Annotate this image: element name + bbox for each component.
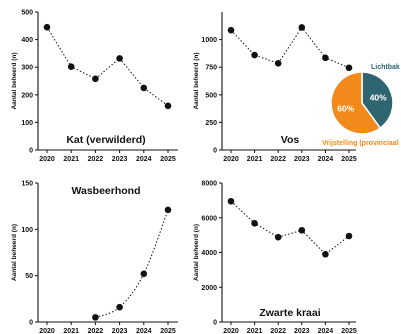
pie-slice-vrijstelling-provinciaal-value: 60%	[337, 103, 354, 113]
kat-series-line	[46, 26, 169, 107]
zwarte-kraai-data-point	[274, 233, 282, 241]
wasbeerhond-y-tick-label: 0	[29, 320, 33, 327]
kat-y-tick-label: 100	[21, 120, 33, 127]
pie-slice-vrijstelling-provinciaal	[330, 71, 382, 135]
vos-data-point	[298, 24, 306, 31]
wasbeerhond-data-point	[164, 206, 172, 214]
kat-data-point	[92, 75, 99, 83]
panel-wasbeerhond: 0 50 100 150 2020 2021 2022 2023 2024 2025 Aantal …	[11, 181, 178, 334]
kat-data-point	[67, 63, 75, 70]
zwarte-kraai-chart-title: Zwarte kraai	[259, 307, 320, 319]
vos-x-tick-label: 2022	[270, 156, 286, 163]
zwarte-kraai-x-tick-label: 2021	[247, 328, 263, 334]
kat-data-point	[116, 55, 123, 62]
wasbeerhond-x-tick-label: 2023	[112, 328, 128, 334]
vos-x-tick-label: 2020	[223, 156, 239, 163]
kat-y-tick-label: 500	[21, 10, 33, 17]
wasbeerhond-x-tick-label: 2022	[88, 328, 104, 334]
vos-series-line	[230, 26, 350, 69]
kat-x-tick-label: 2023	[112, 156, 128, 163]
wasbeerhond-data-point	[92, 314, 99, 321]
zwarte-kraai-data-point	[251, 220, 258, 227]
kat-x-tick-label: 2024	[136, 156, 152, 163]
zwarte-kraai-y-axis-label: Aantal beheerd (n)	[193, 224, 200, 281]
zwarte-kraai-data-point	[298, 226, 306, 234]
vos-y-tick-label: 500	[205, 92, 217, 99]
kat-y-tick-label: 0	[29, 148, 33, 155]
pie-chart: 40% 60% Lichtbak Vrijstelling (provinciaal	[322, 64, 400, 147]
wasbeerhond-y-tick-label: 100	[21, 227, 33, 234]
zwarte-kraai-x-tick-label: 2023	[294, 328, 310, 334]
vos-x-tick-label: 2023	[294, 156, 310, 163]
pie-label-lichtbak: Lichtbak	[371, 64, 400, 71]
zwarte-kraai-y-tick-label: 0	[213, 320, 217, 327]
vos-data-point	[322, 54, 329, 62]
wasbeerhond-x-tick-label: 2024	[136, 328, 152, 334]
kat-data-point	[43, 23, 51, 31]
kat-x-tick-label: 2022	[88, 156, 104, 163]
wasbeerhond-data-point	[140, 270, 148, 278]
panel-zwarte-kraai: 0 2000 4000 6000 8000 2020 2021 2022 2023 2024 202…	[193, 181, 357, 334]
vos-y-tick-label: 750	[205, 65, 217, 72]
zwarte-kraai-x-tick-label: 2020	[223, 328, 239, 334]
zwarte-kraai-series-line	[230, 200, 350, 255]
wasbeerhond-y-axis-label: Aantal beheerd (n)	[11, 224, 18, 281]
vos-x-tick-label: 2024	[318, 156, 334, 163]
wasbeerhond-y-tick-label: 50	[25, 273, 33, 280]
kat-data-point	[164, 102, 172, 110]
vos-y-tick-label: 1000	[201, 37, 217, 44]
zwarte-kraai-x-tick-label: 2025	[341, 328, 357, 334]
wasbeerhond-series-line	[95, 209, 169, 318]
zwarte-kraai-y-tick-label: 4000	[201, 250, 217, 257]
wasbeerhond-chart-title: Wasbeerhond	[71, 185, 140, 197]
vos-y-axis-label: Aantal beheerd (n)	[193, 52, 200, 109]
kat-y-tick-label: 200	[21, 92, 33, 99]
pie-slice-lichtbak-value: 40%	[370, 93, 387, 103]
zwarte-kraai-y-tick-label: 8000	[201, 181, 217, 188]
kat-x-tick-label: 2025	[160, 156, 176, 163]
zwarte-kraai-x-tick-label: 2024	[318, 328, 334, 334]
kat-chart-title: Kat (verwilderd)	[66, 134, 145, 146]
pie-label-vrijstelling-provinciaal: Vrijstelling (provinciaal	[322, 140, 399, 147]
vos-data-point	[274, 60, 282, 67]
zwarte-kraai-data-point	[345, 232, 353, 240]
kat-y-tick-label: 400	[21, 37, 33, 44]
kat-y-tick-label: 300	[21, 65, 33, 72]
vos-y-tick-label: 250	[205, 120, 217, 127]
zwarte-kraai-y-tick-label: 6000	[201, 215, 217, 222]
wasbeerhond-x-tick-label: 2021	[63, 328, 79, 334]
vos-data-point	[345, 64, 353, 72]
panel-vos: 0 250 500 750 1000 2020 2021 2022 2023 2024 2025 Aa…	[193, 12, 357, 163]
vos-chart-title: Vos	[281, 134, 300, 146]
kat-x-tick-label: 2021	[63, 156, 79, 163]
zwarte-kraai-data-point	[322, 250, 329, 258]
zwarte-kraai-x-tick-label: 2022	[270, 328, 286, 334]
vos-y-tick-label: 0	[213, 148, 217, 155]
pie-slice-lichtbak	[361, 71, 394, 130]
vos-data-point	[251, 51, 258, 59]
vos-x-tick-label: 2025	[341, 156, 357, 163]
wasbeerhond-x-tick-label: 2020	[39, 328, 55, 334]
zwarte-kraai-data-point	[227, 197, 235, 205]
wasbeerhond-x-tick-label: 2025	[160, 328, 176, 334]
vos-data-point	[227, 26, 235, 34]
wasbeerhond-y-tick-label: 150	[21, 181, 33, 188]
vos-x-tick-label: 2021	[247, 156, 263, 163]
kat-data-point	[140, 84, 148, 92]
wasbeerhond-data-point	[116, 303, 123, 311]
kat-x-tick-label: 2020	[39, 156, 55, 163]
kat-y-axis-label: Aantal beheerd (n)	[11, 52, 18, 109]
zwarte-kraai-y-tick-label: 2000	[201, 285, 217, 292]
panel-kat: 0 100 200 300 400 500 2020 2021 2022 2023 2024 2025…	[11, 10, 178, 163]
